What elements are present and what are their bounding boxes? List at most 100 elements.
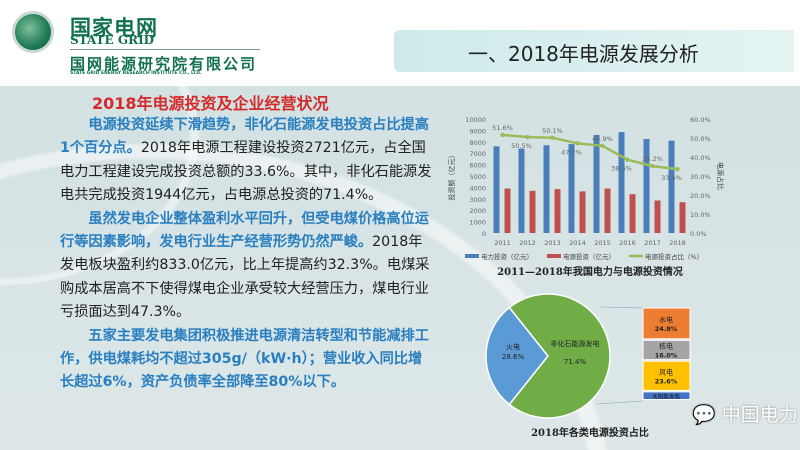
paragraph-text: 2018年电源工程建设投资2721亿元，占全国电力工程建设完成投资总额的33.6…: [60, 140, 432, 204]
y2-tick-label: 20.0%: [690, 192, 711, 200]
y-tick-label: 7000: [469, 150, 486, 158]
stacked-segment: [642, 360, 691, 391]
wechat-watermark: 💬 中国电力: [692, 404, 798, 426]
bar-source-investment: [604, 188, 611, 233]
segment-label: 风电: [659, 368, 673, 377]
segment-label: 太阳能发电: [652, 392, 680, 400]
legend-swatch: [465, 254, 479, 258]
y-tick-label: 5000: [469, 173, 486, 181]
line-point: [625, 157, 630, 162]
bar-power-investment: [593, 134, 600, 233]
data-label: 47.2%: [561, 148, 582, 156]
bar-source-investment: [654, 200, 661, 233]
pie-slice: [508, 293, 611, 419]
legend-label: 电源投资（亿元）: [563, 252, 615, 261]
state-grid-logo: [12, 11, 54, 53]
paragraph: 虽然发电企业整体盈利水平回升，但受电煤价格高位运行等因素影响，发电行业生产经营形…: [60, 208, 435, 325]
y-tick-label: 1000: [469, 219, 486, 227]
segment-label: 水电: [659, 315, 673, 324]
line-point: [500, 132, 505, 138]
data-label: 35.2%: [642, 155, 663, 163]
y2-tick-label: 50.0%: [690, 135, 711, 143]
y2-tick-label: 40.0%: [690, 154, 711, 162]
stacked-segment: [642, 307, 691, 340]
connector-line: [599, 306, 644, 309]
watermark-text: 中国电力: [721, 404, 798, 426]
legend-swatch: [547, 254, 561, 258]
pie-label: 火电: [506, 342, 520, 351]
header: 国家电网 STATE GRID 国网能源研究院有限公司 STATE GRID E…: [0, 0, 800, 86]
stacked-segment: [642, 339, 691, 361]
y-tick-label: 0: [482, 230, 486, 238]
y-axis-label: 投资额（亿元）: [447, 152, 456, 201]
x-tick-label: 2016: [619, 239, 636, 247]
institute-name-cn: 国网能源研究院有限公司: [70, 55, 258, 73]
chart-title: 2018年各类电源投资占比: [531, 426, 649, 439]
y-tick-label: 2000: [469, 207, 486, 215]
pie-label: 非化石能源发电: [551, 339, 600, 348]
slide-title: 一、2018年电源发展分析: [394, 30, 794, 72]
body-text: 电源投资延续下滑趋势，非化石能源发电投资占比提高1个百分点。2018年电源工程建…: [60, 114, 435, 395]
data-label: 33.6%: [661, 174, 682, 182]
x-tick-label: 2017: [644, 239, 661, 247]
x-tick-label: 2018: [669, 239, 686, 247]
segment-value: 16.0%: [655, 352, 678, 360]
y-tick-label: 4000: [469, 184, 486, 192]
bar-source-investment: [679, 202, 686, 233]
bar-source-investment: [529, 190, 536, 233]
y2-tick-label: 10.0%: [690, 211, 711, 219]
y2-tick-label: 0.0%: [690, 230, 707, 238]
x-tick-label: 2015: [594, 239, 611, 247]
y-tick-label: 6000: [469, 162, 486, 170]
paragraph-highlight: 五家主要发电集团积极推进电源清洁转型和节能减排工作，供电煤耗均不超过305g/（…: [60, 327, 429, 391]
bar-power-investment: [493, 146, 500, 233]
line-point: [525, 134, 530, 140]
bar-power-investment: [643, 138, 650, 233]
divider: [70, 49, 260, 50]
bar-power-investment: [518, 148, 525, 233]
data-label: 51.6%: [492, 124, 513, 132]
x-tick-label: 2014: [569, 239, 586, 247]
paragraph-highlight: 电源投资延续下滑趋势，非化石能源发电投资占比提高1个百分点。: [60, 117, 429, 157]
bar-power-investment: [618, 132, 625, 233]
y-tick-label: 8000: [469, 139, 486, 147]
data-label: 38.6%: [611, 165, 632, 173]
bar-source-investment: [554, 189, 561, 233]
line-point: [600, 143, 605, 148]
bar-source-investment: [504, 188, 511, 233]
bar-power-investment: [568, 144, 575, 233]
line-point: [675, 166, 680, 172]
wechat-icon: 💬: [692, 404, 716, 426]
line-source-share: [502, 133, 678, 171]
pie-value: 28.6%: [502, 353, 525, 361]
paragraph: 五家主要发电集团积极推进电源清洁转型和节能减排工作，供电煤耗均不超过305g/（…: [60, 325, 435, 395]
connector-line: [596, 400, 644, 405]
pie-slice: [485, 306, 549, 406]
legend-label: 电力投资（亿元）: [481, 252, 533, 261]
line-point: [650, 163, 655, 169]
y-tick-label: 10000: [465, 116, 486, 124]
segment-value: 23.6%: [655, 378, 678, 386]
bar-source-investment: [579, 191, 586, 233]
pie-value: 71.4%: [564, 358, 587, 366]
y2-tick-label: 30.0%: [690, 173, 711, 181]
paragraph-text: 2018年发电板块盈利约833.0亿元，比上年提高约32.3%。电煤采购成本居高…: [60, 234, 430, 321]
line-point: [550, 135, 555, 141]
org-name-en: STATE GRID: [70, 33, 155, 47]
data-label: 50.1%: [542, 127, 563, 135]
segment-value: 24.8%: [655, 325, 678, 333]
bar-source-investment: [629, 194, 636, 233]
x-tick-label: 2012: [519, 239, 536, 247]
x-tick-label: 2011: [494, 239, 511, 247]
paragraph-highlight: 虽然发电企业整体盈利水平回升，但受电煤价格高位运行等因素影响，发电行业生产经营形…: [60, 210, 429, 251]
bar-power-investment: [543, 145, 550, 233]
y-tick-label: 9000: [469, 127, 486, 135]
stacked-segment: [642, 391, 691, 401]
paragraph: 电源投资延续下滑趋势，非化石能源发电投资占比提高1个百分点。2018年电源工程建…: [60, 114, 435, 208]
segment-label: 核电: [659, 342, 673, 351]
org-name-cn: 国家电网: [70, 16, 158, 40]
bar-power-investment: [668, 140, 675, 233]
x-tick-label: 2013: [544, 239, 561, 247]
chart-title: 2011—2018年我国电力与电源投资情况: [497, 265, 683, 278]
